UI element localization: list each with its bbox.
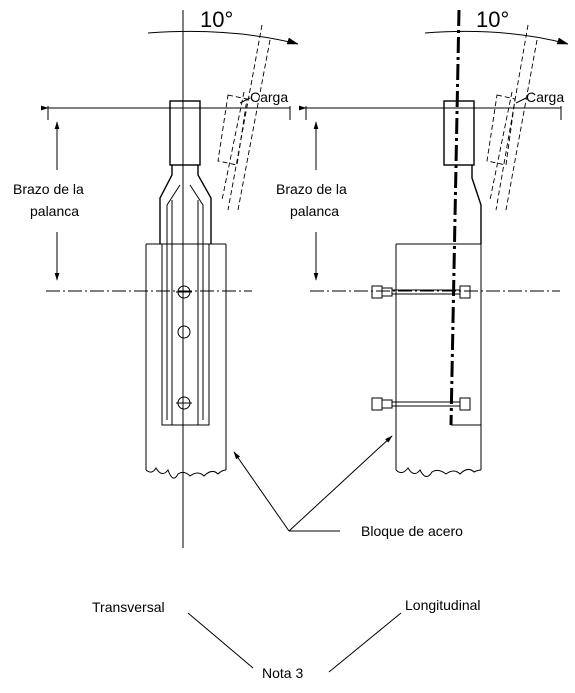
steel-block-callout: Bloque de acero [233,435,463,539]
left-tilt-dash-1 [227,24,263,211]
right-tilt-dash-2 [505,39,538,211]
left-steel-block [145,243,227,470]
right-tilt-dash-1 [495,24,529,211]
right-load-leader [515,97,527,104]
right-lever-label-1: Brazo de la [276,181,347,197]
right-angle-label: 10° [476,7,509,32]
left-tilt-block [217,94,248,166]
note-leader-right [328,612,402,673]
right-centerline [449,9,461,426]
left-lever-label-1: Brazo de la [13,181,84,197]
left-load-block [169,100,201,166]
transversal-view: 10° Carga Brazo de [13,7,299,548]
left-tilt-dash-3 [221,91,245,201]
callout-leader-left [233,451,290,532]
left-specimen-inner [166,184,204,420]
longitudinal-view: 10° Carga [276,7,569,477]
view-note: Transversal Longitudinal Nota 3 [92,597,481,681]
callout-label: Bloque de acero [361,523,463,539]
right-bolt-bottom [371,397,471,411]
longitudinal-label: Longitudinal [405,597,481,613]
left-tilt-dash-2 [237,39,271,211]
right-steel-block [395,243,482,470]
right-bolt-top [371,285,471,299]
right-load-label: Carga [526,89,564,105]
callout-leader-right [288,435,393,532]
left-angle-arrowhead [286,37,299,45]
note-label: Nota 3 [262,665,303,681]
transversal-label: Transversal [92,599,165,615]
left-clamp-outline [161,244,210,426]
left-load-label: Carga [250,89,288,105]
left-specimen [159,165,212,244]
right-lever-label-2: palanca [290,203,339,219]
note-leader-left [187,612,254,669]
right-load-block [443,100,475,166]
right-angle-arc [424,30,569,45]
left-lever-label-2: palanca [30,203,79,219]
right-tilt-block [486,94,516,166]
right-block-break [395,467,482,477]
left-angle-arc [147,30,299,45]
left-angle-label: 10° [200,7,233,32]
left-hole-mid [177,325,191,339]
right-specimen [471,165,482,244]
left-block-break [145,467,227,479]
left-load-leader [239,97,251,104]
right-tilt-dash-3 [489,91,513,201]
right-angle-arrowhead [556,37,569,45]
